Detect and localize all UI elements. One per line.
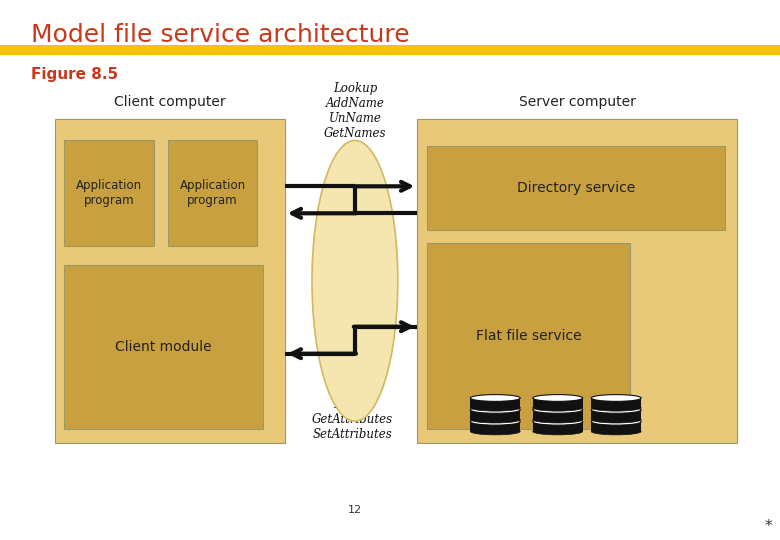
- Bar: [591, 422, 641, 431]
- Text: Application
program: Application program: [179, 179, 246, 207]
- Bar: [0, 45, 780, 55]
- Bar: [470, 398, 520, 408]
- Bar: [427, 243, 630, 429]
- Ellipse shape: [312, 140, 398, 421]
- Ellipse shape: [533, 418, 583, 425]
- Ellipse shape: [470, 395, 520, 401]
- Ellipse shape: [533, 407, 583, 413]
- Ellipse shape: [591, 395, 641, 401]
- Text: Figure 8.5: Figure 8.5: [31, 67, 119, 82]
- Ellipse shape: [533, 395, 583, 401]
- Ellipse shape: [533, 416, 583, 423]
- Text: Flat file service: Flat file service: [476, 329, 582, 343]
- Ellipse shape: [591, 404, 641, 411]
- Bar: [591, 398, 641, 408]
- Bar: [533, 410, 583, 420]
- Bar: [417, 119, 737, 443]
- Bar: [533, 398, 583, 408]
- Text: Server computer: Server computer: [519, 95, 636, 109]
- Bar: [64, 140, 154, 246]
- Ellipse shape: [591, 416, 641, 423]
- Text: 12: 12: [348, 505, 362, 515]
- Text: Client computer: Client computer: [114, 95, 225, 109]
- Bar: [427, 146, 725, 230]
- Bar: [470, 422, 520, 431]
- Bar: [533, 422, 583, 431]
- Bar: [64, 265, 263, 429]
- Ellipse shape: [470, 418, 520, 425]
- Bar: [470, 410, 520, 420]
- Text: Directory service: Directory service: [517, 181, 636, 194]
- Text: *: *: [764, 519, 772, 534]
- Ellipse shape: [470, 407, 520, 413]
- Bar: [168, 140, 257, 246]
- Text: Client module: Client module: [115, 340, 211, 354]
- Text: Application
program: Application program: [76, 179, 142, 207]
- Text: Lookup
AddName
UnName
GetNames: Lookup AddName UnName GetNames: [324, 82, 386, 140]
- Ellipse shape: [591, 418, 641, 425]
- Bar: [591, 410, 641, 420]
- Ellipse shape: [591, 428, 641, 435]
- Ellipse shape: [470, 416, 520, 423]
- Ellipse shape: [591, 407, 641, 413]
- Ellipse shape: [533, 428, 583, 435]
- Text: Model file service architecture: Model file service architecture: [31, 23, 410, 47]
- Text: Read
Write
Create
Delete
GetAttributes
SetAttributes: Read Write Create Delete GetAttributes S…: [312, 353, 393, 441]
- Ellipse shape: [470, 404, 520, 411]
- Bar: [55, 119, 285, 443]
- Ellipse shape: [470, 428, 520, 435]
- Ellipse shape: [533, 404, 583, 411]
